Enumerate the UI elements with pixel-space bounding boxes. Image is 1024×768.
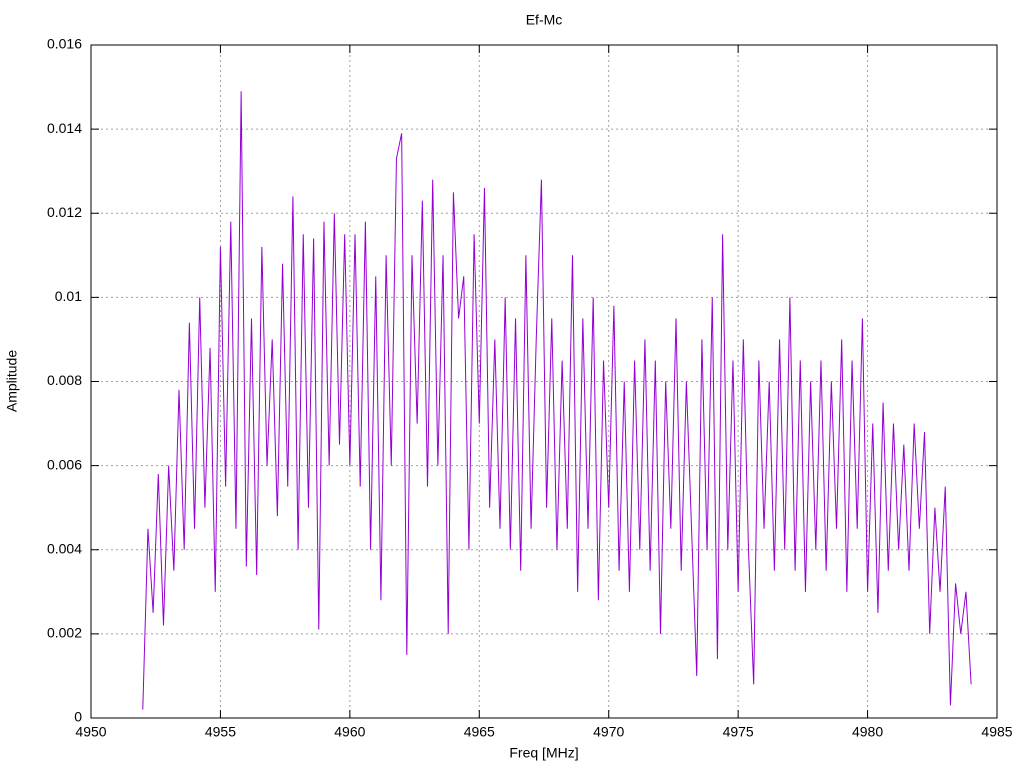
y-tick-label: 0.002 xyxy=(47,625,82,641)
data-line xyxy=(142,91,972,710)
y-tick-label: 0.016 xyxy=(47,36,82,52)
x-tick-label: 4960 xyxy=(334,724,365,740)
x-axis-label: Freq [MHz] xyxy=(509,745,578,761)
plot-frame xyxy=(90,44,998,719)
chart-title: Ef-Mc xyxy=(526,12,563,28)
y-tick-label: 0.008 xyxy=(47,372,82,388)
x-tick-label: 4975 xyxy=(723,724,754,740)
y-tick-label: 0.012 xyxy=(47,204,82,220)
y-tick-label: 0 xyxy=(74,709,82,725)
y-axis-label: Amplitude xyxy=(4,350,20,412)
x-tick-label: 4985 xyxy=(981,724,1012,740)
y-tick-label: 0.014 xyxy=(47,120,82,136)
y-tick-label: 0.01 xyxy=(55,288,82,304)
y-tick-label: 0.006 xyxy=(47,456,82,472)
x-tick-label: 4980 xyxy=(852,724,883,740)
x-tick-label: 4970 xyxy=(593,724,624,740)
x-tick-label: 4950 xyxy=(75,724,106,740)
x-tick-label: 4965 xyxy=(464,724,495,740)
y-tick-label: 0.004 xyxy=(47,540,82,556)
x-tick-label: 4955 xyxy=(205,724,236,740)
